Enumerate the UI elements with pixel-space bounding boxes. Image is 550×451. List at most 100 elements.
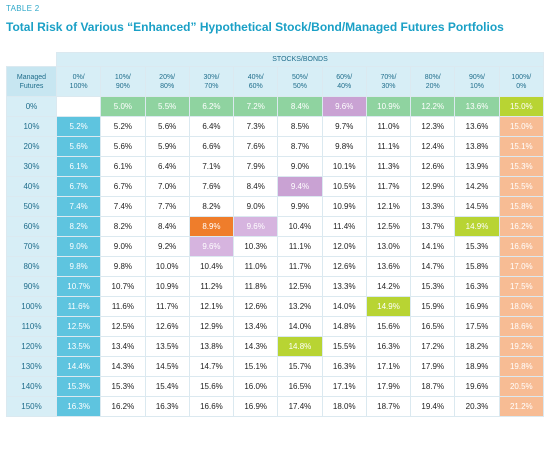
risk-cell: 7.4% [55, 196, 102, 217]
header-row-columns: Managed Futures 0%/100% 10%/90% 20%/80% 30%… [6, 66, 545, 97]
risk-cell: 13.6% [454, 116, 500, 137]
column-header-bonds: 80% [160, 82, 175, 90]
column-header-stocks: 100%/ [511, 73, 532, 81]
column-header-bonds: 30% [381, 82, 396, 90]
row-header-managed-futures: 130% [6, 356, 57, 377]
risk-cell: 12.3% [410, 116, 456, 137]
risk-cell: 18.9% [454, 356, 500, 377]
risk-cell: 12.6% [144, 316, 190, 337]
row-header-managed-futures: 80% [6, 256, 57, 277]
risk-cell: 5.5% [144, 96, 190, 117]
risk-cell: 10.7% [100, 276, 146, 297]
risk-cell: 19.4% [410, 396, 456, 417]
risk-cell: 18.7% [410, 376, 456, 397]
risk-cell: 14.5% [144, 356, 190, 377]
risk-cell: 13.2% [277, 296, 323, 317]
risk-cell: 16.3% [454, 276, 500, 297]
column-header: 100%/0% [498, 66, 545, 97]
risk-cell: 5.0% [55, 96, 102, 117]
risk-cell: 14.0% [277, 316, 323, 337]
risk-cell: 11.6% [100, 296, 146, 317]
risk-cell: 11.7% [277, 256, 323, 277]
risk-cell: 6.7% [55, 176, 102, 197]
risk-cell: 9.0% [233, 196, 279, 217]
risk-cell: 14.1% [410, 236, 456, 257]
risk-cell: 5.2% [100, 116, 146, 137]
risk-cell: 9.8% [100, 256, 146, 277]
risk-cell: 16.2% [100, 396, 146, 417]
risk-cell: 5.6% [55, 136, 102, 157]
risk-cell: 12.5% [55, 316, 102, 337]
risk-cell: 14.0% [321, 296, 367, 317]
column-header: 20%/80% [144, 66, 190, 97]
risk-cell: 15.3% [498, 156, 545, 177]
risk-cell: 15.5% [321, 336, 367, 357]
risk-cell: 13.5% [144, 336, 190, 357]
risk-cell: 12.5% [277, 276, 323, 297]
risk-cell: 12.4% [410, 136, 456, 157]
risk-cell: 14.4% [55, 356, 102, 377]
risk-cell: 13.3% [321, 276, 367, 297]
risk-cell: 10.4% [277, 216, 323, 237]
risk-cell: 8.4% [144, 216, 190, 237]
risk-cell: 12.0% [321, 236, 367, 257]
risk-cell: 15.8% [498, 196, 545, 217]
header-blank-cell [6, 52, 57, 67]
risk-cell: 7.4% [100, 196, 146, 217]
risk-cell: 14.3% [100, 356, 146, 377]
risk-cell: 16.9% [233, 396, 279, 417]
row-header-managed-futures: 60% [6, 216, 57, 237]
risk-cell: 16.6% [188, 396, 235, 417]
risk-cell: 6.1% [100, 156, 146, 177]
risk-cell: 16.6% [498, 236, 545, 257]
risk-cell: 17.0% [498, 256, 545, 277]
column-header-bonds: 70% [204, 82, 219, 90]
column-header-stocks: 40%/ [247, 73, 264, 81]
risk-cell: 6.7% [100, 176, 146, 197]
risk-cell: 6.4% [188, 116, 235, 137]
row-header-managed-futures: 110% [6, 316, 57, 337]
risk-cell: 7.2% [233, 96, 279, 117]
risk-cell: 11.1% [365, 136, 412, 157]
risk-cell: 15.4% [144, 376, 190, 397]
risk-cell: 9.6% [188, 236, 235, 257]
risk-cell: 14.8% [277, 336, 323, 357]
risk-cell: 19.6% [454, 376, 500, 397]
column-header-bonds: 40% [337, 82, 352, 90]
risk-cell: 15.1% [233, 356, 279, 377]
row-header-managed-futures: 20% [6, 136, 57, 157]
risk-cell: 15.9% [410, 296, 456, 317]
stocks-bonds-group-header: STOCKS/BONDS [56, 52, 544, 67]
column-header: 50%/50% [277, 66, 323, 97]
risk-cell: 9.4% [277, 176, 323, 197]
risk-cell: 15.8% [454, 256, 500, 277]
column-header: 70%/30% [365, 66, 412, 97]
risk-cell: 12.6% [410, 156, 456, 177]
column-header-bonds: 20% [425, 82, 440, 90]
page-title: Total Risk of Various “Enhanced” Hypothe… [6, 20, 504, 34]
table-row: 0% 5.0% 5.0% 5.5% 6.2% 7.2% 8.4% 9.6% 10.9% 12.2%… [6, 96, 545, 117]
column-header: 90%/10% [454, 66, 500, 97]
column-header-stocks: 70%/ [380, 73, 397, 81]
risk-cell: 16.3% [321, 356, 367, 377]
risk-cell: 18.0% [321, 396, 367, 417]
risk-cell: 21.2% [498, 396, 545, 417]
risk-cell: 15.3% [410, 276, 456, 297]
risk-cell: 17.9% [410, 356, 456, 377]
risk-cell: 15.3% [454, 236, 500, 257]
risk-cell: 15.1% [498, 136, 545, 157]
risk-cell: 5.2% [55, 116, 102, 137]
risk-cell: 19.2% [498, 336, 545, 357]
risk-cell: 7.6% [188, 176, 235, 197]
risk-cell: 9.8% [55, 256, 102, 277]
row-header-managed-futures: 10% [6, 116, 57, 137]
column-header-stocks: 60%/ [336, 73, 353, 81]
risk-cell: 17.1% [321, 376, 367, 397]
risk-cell: 7.7% [144, 196, 190, 217]
risk-cell: 16.3% [55, 396, 102, 417]
risk-cell: 15.7% [277, 356, 323, 377]
table-row: 110% 12.5% 12.5% 12.6% 12.9% 13.4% 14.0% 14.8% 1… [6, 316, 545, 337]
column-header: 80%/20% [410, 66, 456, 97]
risk-cell: 17.9% [365, 376, 412, 397]
column-header-bonds: 10% [470, 82, 485, 90]
